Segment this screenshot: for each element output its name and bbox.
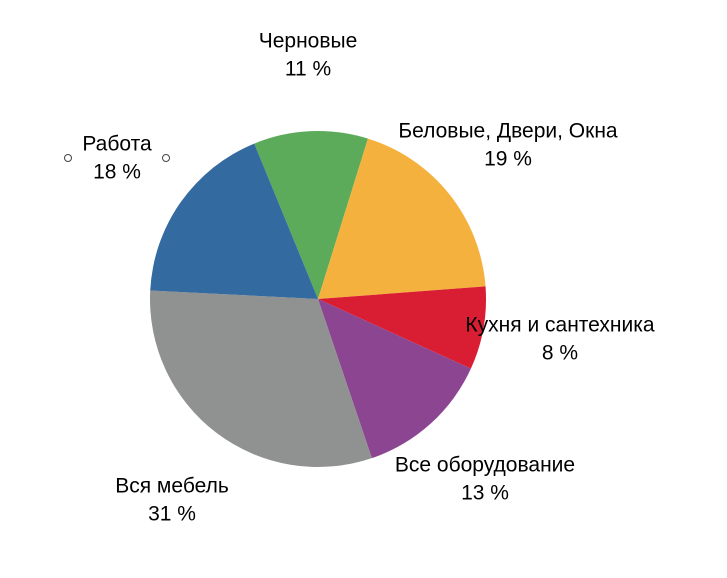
pie-slice bbox=[318, 299, 471, 459]
pie-slice bbox=[254, 131, 368, 299]
category-label: Черновые bbox=[259, 30, 358, 53]
handle bbox=[64, 154, 72, 162]
value-label: 11 % bbox=[285, 58, 331, 81]
value-label: 31 % bbox=[148, 503, 196, 526]
handle bbox=[162, 154, 170, 162]
pie-slice bbox=[150, 143, 318, 299]
category-label: Все оборудование bbox=[395, 454, 575, 477]
value-label: 8 % bbox=[542, 342, 578, 365]
value-label: 13 % bbox=[461, 482, 509, 505]
category-label: Работа bbox=[82, 133, 152, 156]
value-label: 19 % bbox=[484, 148, 532, 171]
category-label: Беловые, Двери, Окна bbox=[398, 120, 618, 143]
category-label: Вся мебель bbox=[115, 475, 229, 498]
category-label: Кухня и сантехника bbox=[465, 314, 654, 337]
value-label: 18 % bbox=[93, 161, 141, 184]
slices bbox=[150, 131, 486, 467]
pie-slice bbox=[318, 138, 486, 299]
pie-slice bbox=[150, 290, 372, 467]
pie-slice bbox=[318, 286, 486, 369]
